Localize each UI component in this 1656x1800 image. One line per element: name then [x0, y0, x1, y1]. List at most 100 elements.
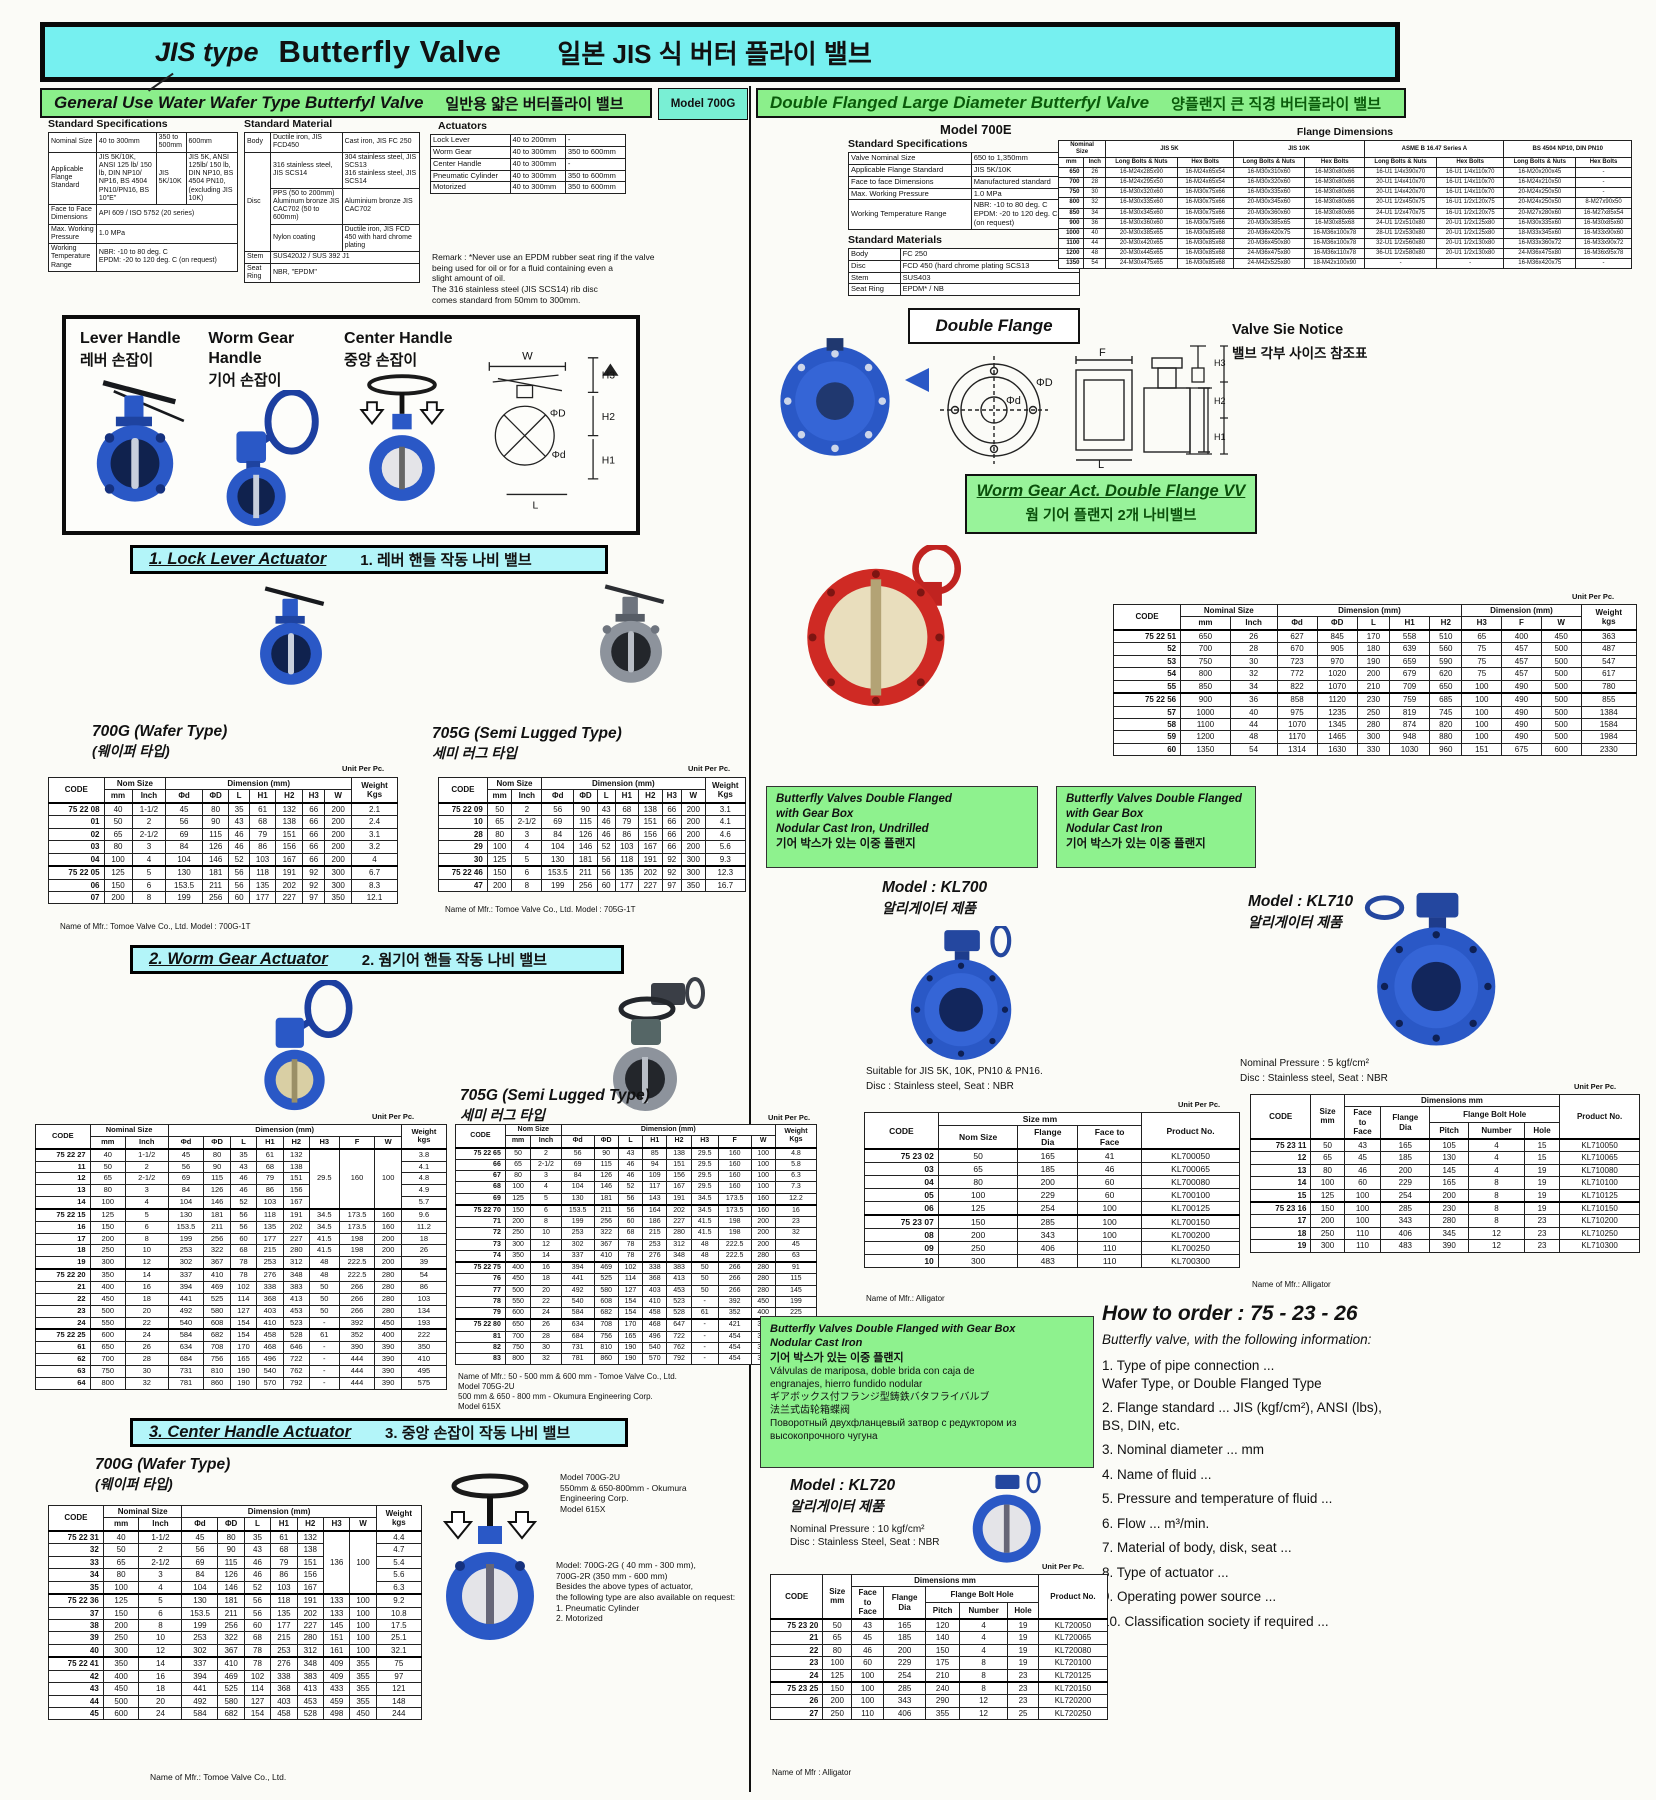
model-700e-title: Model 700E: [940, 122, 1012, 137]
kl700-suitability: Suitable for JIS 5K, 10K, PN10 & PN16. D…: [866, 1064, 1043, 1094]
right-section-header: Double Flanged Large Diameter Butterfyl …: [756, 88, 1406, 118]
flange-dimensions-table: Nominal Size JIS 5K JIS 10K ASME B 16.47 Se…: [1057, 139, 1632, 270]
s3-note-1: Model 700G-2U 550mm & 650-800mm - Okumur…: [560, 1472, 687, 1514]
kl710-press: Nominal Pressure : 5 kgf/cm²: [1240, 1058, 1369, 1069]
table: CODE Nominal Size Dimension (mm) Dimension …: [1112, 603, 1637, 757]
model-700e-spec-block: Standard Specifications Valve Nominal Si…: [848, 138, 1081, 297]
kl720-unit: Unit Per Pc.: [1042, 1562, 1085, 1571]
double-flange-label: Double Flange: [935, 316, 1053, 335]
kl710-table: CODE Size mm Dimensions mm Product No. Face …: [1249, 1093, 1640, 1253]
standard-specifications-table: Nominal Size 40 to 300mm 350 to 500mm 600mm…: [48, 132, 239, 272]
kl700-model-block: Model : KL700 알리게이터 제품: [882, 878, 987, 918]
double-flange-label-box: Double Flange: [908, 308, 1080, 344]
remark-text: Remark : *Never use an EPDM rubber seat …: [432, 252, 655, 305]
order-item: 7. Material of body, disk, seat ...: [1102, 1540, 1292, 1556]
model-700g-chip: Model 700G: [658, 88, 748, 120]
s1-mfr-note-705g: Name of Mfr.: Tomoe Valve Co., Ltd. Mode…: [445, 905, 636, 914]
order-item: 6. Flow ... m³/min.: [1102, 1515, 1210, 1531]
lock-lever-700g-table: CODE Nom Size Dimension (mm) Weight Kgs mm In…: [48, 776, 398, 905]
s1-unit-left: Unit Per Pc.: [342, 764, 385, 773]
worm-gear-banner-ko: 2. 웜기어 핸들 작동 나비 밸브: [361, 952, 547, 969]
kl710-disc: Disc : Stainless steel, Seat : NBR: [1240, 1073, 1388, 1084]
table: Body Ductile iron, JIS FCD450 Cast iron, J…: [244, 132, 421, 283]
page-title-ko: 일본 JIS 식 버터 플라이 밸브: [557, 38, 872, 69]
table: CODE Size mm Dimensions mm Product No. Face …: [1249, 1093, 1640, 1253]
kl720-press: Nominal Pressure : 10 kgf/cm²: [790, 1524, 925, 1536]
lock-lever-valve-photo-1: [260, 586, 325, 685]
table: CODE Size mm Product No. Nom Size Flange Dia…: [864, 1111, 1240, 1269]
valve-size-notice-title: Valve Sie Notice: [1232, 322, 1344, 338]
center-handle-valve-photo: [442, 1473, 538, 1640]
kl700-mfr: Name of Mfr.: Alligator: [866, 1294, 945, 1303]
double-flange-diagram: ΦD Φd F L: [940, 347, 1210, 468]
mlbox-l1: Butterfly Valves Double Flanged with Gea…: [770, 1323, 1016, 1335]
gearbox-note-right-l3: Nodular Cast Iron: [1066, 822, 1163, 835]
standard-specifications-title: Standard Specifications: [48, 118, 168, 130]
s1-700g-label: 700G (Wafer Type) (웨이퍼 타입): [92, 722, 262, 760]
s2-unit-left: Unit Per Pc.: [372, 1112, 415, 1121]
worm-gear-valve-photo-1: [264, 980, 353, 1111]
standard-specifications-block: Standard Specifications Nominal Size 40 t…: [48, 118, 239, 272]
gearbox-note-left-l4: 기어 박스가 있는 이중 플랜지: [776, 837, 916, 850]
worm-gear-handle-figure: Worm Gear Handle 기어 손잡이: [208, 329, 338, 527]
center-handle-banner: 3. Center Handle Actuator 3. 중앙 손잡이 작동 나…: [130, 1418, 628, 1447]
order-item: 8. Type of actuator ...: [1102, 1564, 1229, 1580]
kl720-disc: Disc : Stainless Steel, Seat : NBR: [790, 1537, 940, 1549]
gearbox-note-left-l3: Nodular Cast Iron, Undrilled: [776, 822, 929, 835]
model-700e-materials-table: Body FC 250 Disc FCD 450 (hard chrome plati…: [848, 247, 1081, 297]
mlbox-l5: ギアボックス付フランジ型鋳鉄バタフライバルブ: [770, 1391, 990, 1403]
valve-size-side-diagram: H3 H2 H1: [1186, 345, 1228, 455]
model-700g-label: Model 700G: [670, 98, 736, 110]
order-item: 3. Nominal diameter ... mm: [1102, 1442, 1265, 1458]
df-l-label: L: [1098, 459, 1104, 468]
table: Nominal Size JIS 5K JIS 10K ASME B 16.47 Se…: [1057, 139, 1632, 270]
vv-section-header: Worm Gear Act. Double Flange VV 웜 기어 플랜지…: [965, 474, 1257, 534]
center-handle-label-ko: 중앙 손잡이: [344, 352, 418, 369]
kl720-mfr: Name of Mfr : Alligator: [772, 1768, 852, 1777]
worm-gear-handle-label: Worm Gear Handle: [208, 330, 295, 367]
left-section-header: General Use Water Wafer Type Butterfyl V…: [40, 88, 652, 118]
s2-unit-right: Unit Per Pc.: [768, 1113, 811, 1122]
vv-unit: Unit Per Pc.: [1572, 592, 1615, 601]
lock-lever-banner-ko: 1. 레버 핸들 작동 나비 밸브: [360, 552, 532, 569]
side-h2-label: H2: [1214, 396, 1226, 406]
df-f-label: F: [1099, 347, 1106, 359]
s1-unit-right: Unit Per Pc.: [688, 764, 731, 773]
kl720-model-block: Model : KL720 알리게이터 제품 Nominal Pressure …: [790, 1476, 940, 1548]
worm-gear-banner: 2. Worm Gear Actuator 2. 웜기어 핸들 작동 나비 밸브: [130, 945, 624, 974]
lock-lever-banner-en: 1. Lock Lever Actuator: [149, 550, 327, 568]
s1-705g-label-en: 705G (Semi Lugged Type): [432, 725, 622, 742]
column-divider: [749, 86, 751, 1792]
lever-handle-label: Lever Handle: [80, 330, 181, 347]
gearbox-note-left: Butterfly Valves Double Flanged with Gea…: [766, 786, 1038, 868]
s1-700g-label-ko: (웨이퍼 타입): [92, 743, 170, 760]
kl720-model-label: Model : KL720: [790, 1477, 896, 1494]
center-handle-label: Center Handle: [344, 330, 453, 347]
worm-gear-valve-photo-2: [613, 977, 705, 1111]
df-pd-label: ΦD: [1036, 377, 1053, 389]
center-handle-valve-photo: [359, 374, 445, 501]
dim-h1-label: H1: [602, 455, 615, 466]
flange-dimensions-title: Flange Dimensions: [1296, 126, 1394, 138]
kl720-table: CODE Size mm Dimensions mm Product No. Face …: [769, 1573, 1109, 1721]
table: CODE Nom Size Dimension (mm) Weight Kgs mm In…: [48, 776, 398, 905]
side-h1-label: H1: [1214, 432, 1226, 442]
vv-table: CODE Nominal Size Dimension (mm) Dimension …: [1112, 603, 1637, 757]
mlbox-l2: Nodular Cast Iron: [770, 1337, 863, 1350]
dim-l-label: L: [533, 500, 539, 511]
lever-handle-figure: Lever Handle 레버 손잡이: [80, 329, 202, 527]
gearbox-note-right-l2: with Gear Box: [1066, 807, 1144, 820]
s3-700g-label-ko: (웨이퍼 타입): [95, 1476, 173, 1493]
mlbox-l7: Поворотный двухфланцевый затвор с редукт…: [770, 1417, 1017, 1442]
arrow-left-icon: [905, 368, 929, 392]
table: Nominal Size 40 to 300mm 350 to 500mm 600mm…: [48, 132, 239, 272]
double-flange-valve-photo: [780, 338, 890, 456]
kl710-model-label-ko: 알리게이터 제품: [1248, 914, 1343, 931]
df-pdl-label: Φd: [1006, 395, 1021, 407]
model-700e-materials-title: Standard Materials: [848, 233, 942, 246]
worm-gear-banner-en: 2. Worm Gear Actuator: [149, 950, 328, 968]
right-section-title: Double Flanged Large Diameter Butterfyl …: [770, 93, 1150, 112]
kl700-unit: Unit Per Pc.: [1178, 1100, 1221, 1109]
s1-700g-label-en: 700G (Wafer Type): [92, 723, 228, 740]
how-to-order-subtitle: Butterfly valve, with the following info…: [1102, 1332, 1372, 1347]
